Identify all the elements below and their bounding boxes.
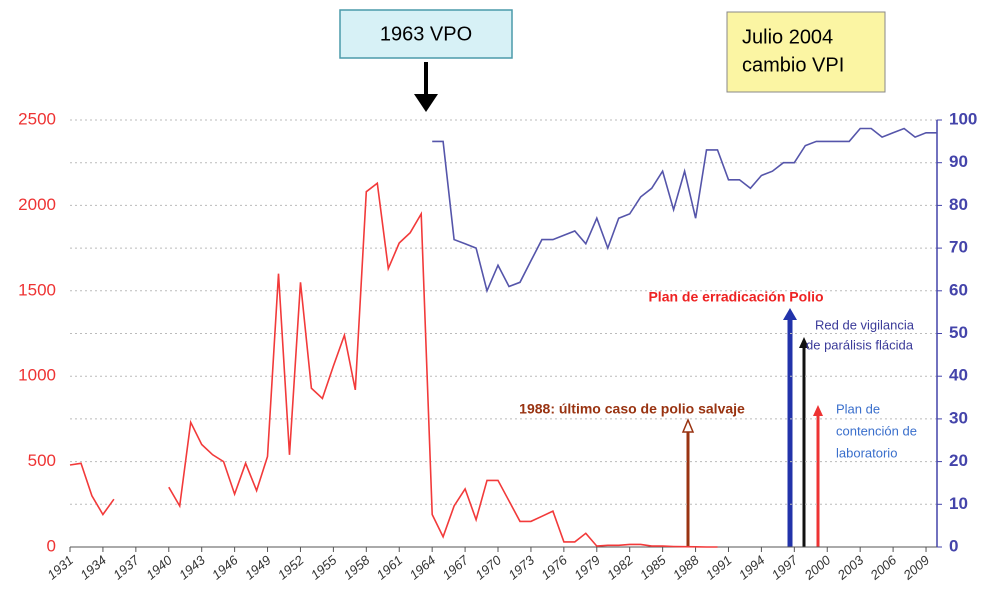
- x-tick-label: 1952: [275, 552, 307, 583]
- x-tick-label: 1991: [703, 552, 735, 582]
- x-tick-label: 1940: [143, 552, 175, 583]
- y-tick-label: 1000: [18, 366, 56, 385]
- annotation: Plan de erradicación Polio: [648, 289, 823, 305]
- y2-tick-label: 70: [949, 238, 968, 257]
- x-tick-label: 1961: [374, 552, 406, 582]
- x-tick-label: 1973: [505, 552, 537, 583]
- y-tick-label: 2000: [18, 195, 56, 214]
- x-tick-label: 1982: [604, 552, 636, 583]
- vpi-label: cambio VPI: [742, 54, 844, 76]
- x-tick-label: 1964: [407, 552, 439, 582]
- y-tick-label: 0: [47, 536, 56, 555]
- x-tick-label: 2003: [834, 552, 867, 583]
- y2-tick-label: 40: [949, 366, 968, 385]
- x-tick-label: 1937: [110, 552, 142, 583]
- x-tick-label: 2009: [900, 552, 933, 583]
- arrow-head: [813, 405, 823, 416]
- x-tick-label: 1946: [209, 552, 241, 583]
- y-tick-label: 500: [28, 451, 56, 470]
- annotation: Red de vigilancia: [815, 317, 915, 332]
- series-line: [69, 181, 718, 548]
- x-tick-label: 1988: [670, 552, 702, 583]
- x-tick-label: 1931: [44, 552, 76, 582]
- y2-tick-label: 20: [949, 451, 968, 470]
- x-tick-label: 2006: [867, 552, 900, 583]
- annotation: Plan de: [836, 401, 880, 416]
- x-tick-label: 1949: [242, 552, 274, 582]
- vpo-arrow-head: [414, 94, 438, 112]
- y2-tick-label: 10: [949, 494, 968, 513]
- y2-tick-label: 100: [949, 109, 977, 128]
- vpo-label: 1963 VPO: [380, 23, 472, 45]
- arrow-head: [681, 418, 695, 433]
- x-tick-label: 1967: [439, 552, 471, 583]
- y2-tick-label: 80: [949, 195, 968, 214]
- annotation: contención de: [836, 423, 917, 438]
- x-tick-label: 1976: [538, 552, 570, 583]
- x-tick-label: 1958: [341, 552, 373, 583]
- x-tick-label: 2000: [801, 552, 834, 583]
- y-tick-label: 1500: [18, 280, 56, 299]
- series-line: [432, 127, 937, 294]
- arrow-head: [783, 308, 797, 320]
- x-tick-label: 1970: [472, 552, 504, 583]
- vpi-label: Julio 2004: [742, 26, 833, 48]
- x-tick-label: 1997: [769, 552, 801, 583]
- y-tick-label: 2500: [18, 109, 56, 128]
- annotation: 1988: último caso de polio salvaje: [519, 401, 745, 417]
- x-tick-label: 1985: [637, 552, 669, 583]
- y2-tick-label: 50: [949, 323, 968, 342]
- x-tick-label: 1955: [308, 552, 340, 583]
- annotation: de parálisis flácida: [806, 337, 914, 352]
- vpi-box: [726, 11, 886, 93]
- x-tick-label: 1943: [176, 552, 208, 583]
- x-tick-label: 1979: [571, 552, 603, 582]
- annotation: laboratorio: [836, 445, 897, 460]
- arrow-head: [799, 337, 809, 348]
- y2-tick-label: 30: [949, 408, 968, 427]
- y2-tick-label: 60: [949, 280, 968, 299]
- x-tick-label: 1934: [77, 552, 109, 582]
- vpo-box: [339, 9, 513, 59]
- y2-tick-label: 0: [949, 536, 958, 555]
- x-tick-label: 1994: [736, 552, 768, 582]
- y2-tick-label: 90: [949, 152, 968, 171]
